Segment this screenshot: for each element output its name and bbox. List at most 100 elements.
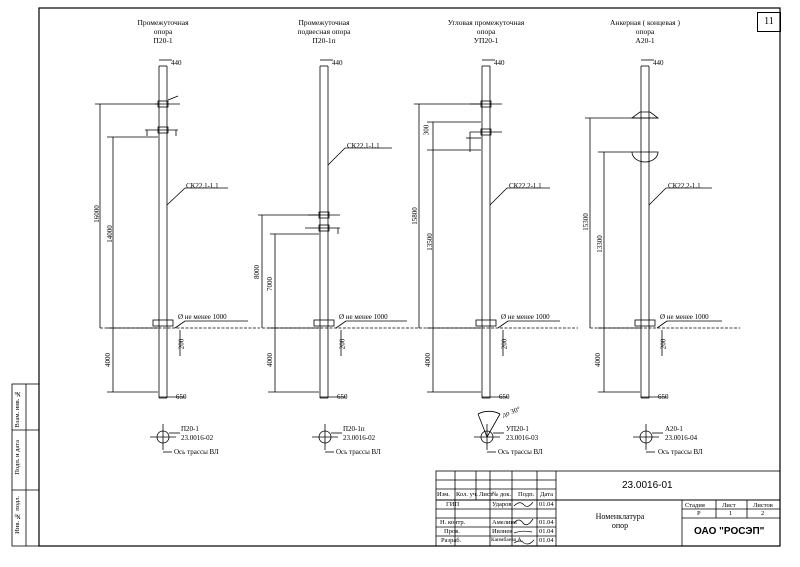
pole-3-axis: Ось трассы ВЛ bbox=[498, 448, 543, 456]
tb-header-date: Дата bbox=[540, 491, 553, 498]
pole-1-diameter-note: Ø не менее 1000 bbox=[178, 313, 227, 321]
pole-3-200: 200 bbox=[500, 338, 509, 350]
pole-1-base: 650 bbox=[176, 393, 187, 401]
signatures bbox=[513, 501, 535, 545]
pole-4-clamp-label: СК22.2-1.1 bbox=[668, 182, 701, 190]
pole-4-height-1: 15300 bbox=[581, 213, 590, 231]
pole-3-depth: 4000 bbox=[424, 353, 432, 367]
org-name: ОАО "РОСЭП" bbox=[694, 526, 765, 537]
pole-3-height-1: 15800 bbox=[410, 207, 419, 225]
pole-3-title: Угловая промежуточная опора УП20-1 bbox=[426, 18, 546, 45]
doc-name: Номенклатура опор bbox=[580, 512, 660, 530]
pole-4-title-line-1: Анкерная ( концевая ) bbox=[610, 18, 680, 27]
pole-4-drawing bbox=[585, 59, 740, 453]
pole-3-clamp-label: СК22.2-1.1 bbox=[509, 182, 542, 190]
tb-row-3-date: 01.04 bbox=[539, 528, 554, 535]
tb-row-2-role: Н. контр. bbox=[440, 519, 466, 526]
pole-3-diameter-note: Ø не менее 1000 bbox=[501, 313, 550, 321]
side-stamp-replace-inv: Взам. инв. № bbox=[14, 390, 21, 428]
pole-2-title: Промежуточная подвесная опора П20-1п bbox=[264, 18, 384, 45]
pole-2-diameter-note: Ø не менее 1000 bbox=[339, 313, 388, 321]
sheet-frame bbox=[38, 7, 781, 547]
pole-4-height-2: 13300 bbox=[595, 235, 604, 253]
pole-1-axis: Ось трассы ВЛ bbox=[174, 448, 219, 456]
tb-header-izm: Изм. bbox=[437, 491, 450, 498]
pole-4-axis: Ось трассы ВЛ bbox=[658, 448, 703, 456]
pole-2-base: 650 bbox=[337, 393, 348, 401]
pole-4-title: Анкерная ( концевая ) опора А20-1 bbox=[585, 18, 705, 45]
pole-2-title-line-3: П20-1п bbox=[312, 36, 336, 45]
pole-3-title-line-2: опора bbox=[476, 27, 496, 36]
pole-3-height-2: 13500 bbox=[425, 233, 434, 251]
tb-row-1-role: ГИП bbox=[446, 501, 460, 508]
doc-name-line-2: опор bbox=[611, 521, 629, 530]
tb-row-1-date: 01.04 bbox=[539, 501, 554, 508]
pole-1-height-1: 16000 bbox=[92, 205, 101, 223]
pole-1-clamp-label: СК22.1-1.1 bbox=[186, 182, 219, 190]
pole-3-height-3: 300 bbox=[422, 124, 431, 136]
pole-2-depth: 4000 bbox=[266, 353, 274, 367]
pole-4-200: 200 bbox=[659, 338, 668, 350]
pole-4-title-line-3: А20-1 bbox=[635, 36, 655, 45]
pole-4-base: 650 bbox=[658, 393, 669, 401]
sheets-value: 2 bbox=[761, 510, 765, 517]
sheet-value: 1 bbox=[729, 510, 733, 517]
side-stamp-box bbox=[11, 383, 40, 547]
tb-row-4-role: Разраб. bbox=[441, 537, 462, 544]
tb-header-doc: № док. bbox=[492, 491, 512, 498]
tb-row-4-name: Каимбаева А. bbox=[491, 537, 523, 543]
pole-1-depth: 4000 bbox=[104, 353, 112, 367]
stage-label: Стадия bbox=[685, 502, 705, 509]
pole-2-title-line-1: Промежуточная bbox=[298, 18, 350, 27]
doc-code: 23.0016-01 bbox=[622, 480, 673, 491]
pole-2-ref: 23.0016-02 bbox=[343, 434, 376, 442]
pole-2-drawing bbox=[258, 59, 420, 453]
pole-2-clamp-label: СК22.1-1.1 bbox=[347, 142, 380, 150]
pole-4-title-line-2: опора bbox=[635, 27, 655, 36]
pole-2-code: П20-1п bbox=[343, 425, 365, 433]
title-block-grid bbox=[435, 470, 781, 547]
side-stamp-sign-date: Подп. и дата bbox=[14, 440, 21, 475]
doc-name-line-1: Номенклатура bbox=[595, 512, 645, 521]
pole-1-code: П20-1 bbox=[181, 425, 199, 433]
pole-1-title-line-2: опора bbox=[153, 27, 173, 36]
sheets-label: Листов bbox=[753, 502, 773, 509]
tb-row-2-date: 01.04 bbox=[539, 519, 554, 526]
pole-2-top-dim: 440 bbox=[332, 59, 343, 67]
tb-header-sign: Подп. bbox=[518, 491, 535, 498]
tb-row-4-date: 01.04 bbox=[539, 537, 554, 544]
tb-row-2-name: Амелина bbox=[492, 519, 517, 526]
sheet-label: Лист bbox=[722, 502, 736, 509]
pole-3-ref: 23.0016-03 bbox=[506, 434, 539, 442]
pole-4-top-dim: 440 bbox=[653, 59, 664, 67]
pole-2-200: 200 bbox=[338, 338, 347, 350]
pole-1-title-line-1: Промежуточная bbox=[137, 18, 189, 27]
pole-4-depth: 4000 bbox=[594, 353, 602, 367]
pole-2-title-line-2: подвесная опора bbox=[297, 27, 351, 36]
pole-1-drawing bbox=[95, 59, 260, 453]
stage-value: Р bbox=[697, 510, 701, 517]
side-stamp-orig-inv: Инв. № подл. bbox=[14, 496, 21, 534]
pole-3-base: 650 bbox=[499, 393, 510, 401]
sheet-number: 11 bbox=[757, 12, 781, 32]
pole-1-title-line-3: П20-1 bbox=[153, 36, 173, 45]
pole-1-top-dim: 440 bbox=[171, 59, 182, 67]
pole-2-height-1: 8000 bbox=[253, 265, 261, 279]
pole-3-code: УП20-1 bbox=[506, 425, 529, 433]
pole-4-ref: 23.0016-04 bbox=[665, 434, 698, 442]
pole-3-top-dim: 440 bbox=[494, 59, 505, 67]
tb-row-1-name: Ударов bbox=[492, 501, 512, 508]
tb-header-list: Лист bbox=[479, 491, 493, 498]
tb-header-kol: Кол. уч. bbox=[456, 491, 478, 498]
pole-1-title: Промежуточная опора П20-1 bbox=[103, 18, 223, 45]
pole-4-code: А20-1 bbox=[665, 425, 683, 433]
pole-4-diameter-note: Ø не менее 1000 bbox=[660, 313, 709, 321]
pole-3-drawing bbox=[414, 59, 578, 453]
tb-row-3-role: Пров. bbox=[444, 528, 460, 535]
pole-2-axis: Ось трассы ВЛ bbox=[336, 448, 381, 456]
pole-1-ref: 23.0016-02 bbox=[181, 434, 214, 442]
tb-row-3-name: Ивлиев bbox=[492, 528, 513, 535]
pole-1-height-2: 14000 bbox=[105, 225, 114, 243]
